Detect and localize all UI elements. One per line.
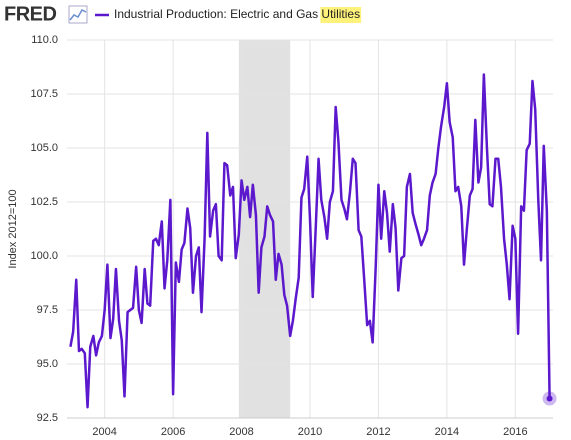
y-tick-label: 92.5 [37, 412, 58, 424]
y-tick-label: 100.0 [30, 250, 58, 262]
data-line [69, 73, 551, 409]
y-tick-label: 107.5 [30, 88, 58, 100]
x-tick-label: 2010 [298, 426, 322, 438]
legend-label: Industrial Production: Electric and Gas … [114, 7, 360, 21]
y-tick-label: 95.0 [37, 358, 58, 370]
x-tick-label: 2016 [503, 426, 527, 438]
y-axis-title: Index 2012=100 [7, 189, 19, 268]
x-tick-label: 2006 [161, 426, 185, 438]
logo-icon [68, 5, 88, 24]
x-tick-label: 2004 [92, 426, 116, 438]
x-tick-label: 2008 [229, 426, 253, 438]
y-tick-label: 110.0 [31, 34, 58, 46]
logo: FRED [4, 3, 57, 25]
x-tick-label: 2014 [435, 426, 459, 438]
y-tick-label: 97.5 [37, 304, 58, 316]
search-highlight [320, 7, 362, 23]
y-tick-label: 105.0 [30, 142, 58, 154]
x-tick-label: 2012 [366, 426, 390, 438]
hover-point [546, 395, 553, 402]
y-tick-label: 102.5 [30, 196, 58, 208]
